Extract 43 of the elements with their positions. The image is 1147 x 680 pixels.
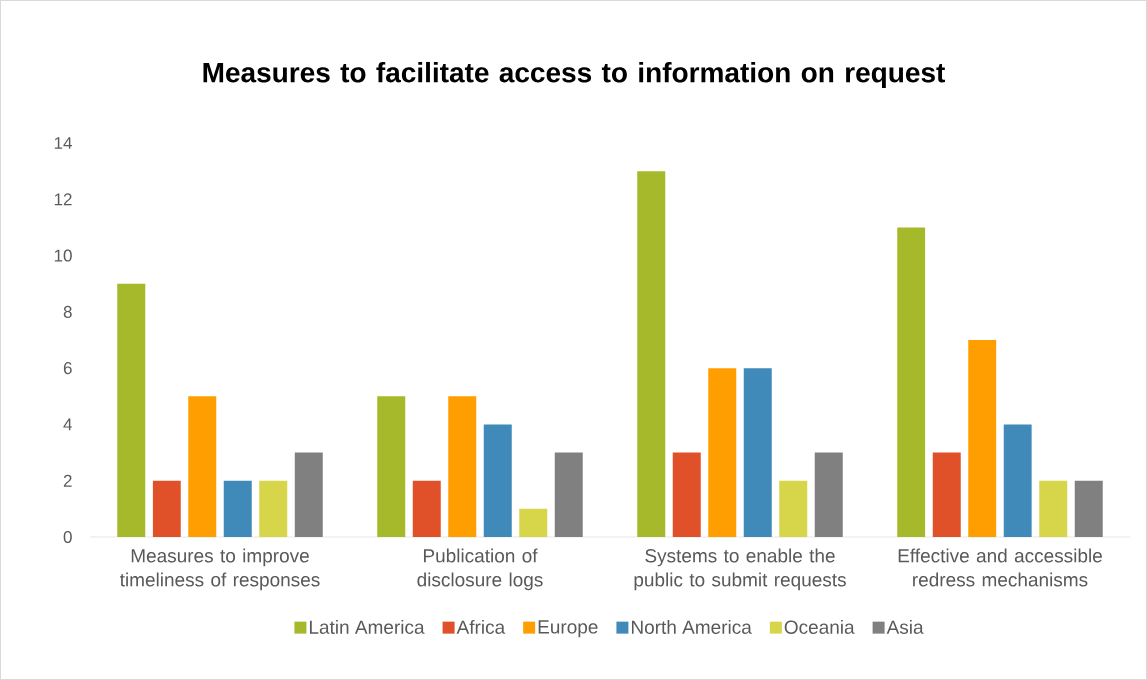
legend-label: Oceania (784, 620, 855, 634)
bar (223, 480, 252, 537)
x-tick-label: Systems to enable the public to submit requests (634, 548, 846, 591)
legend-label: North America (631, 620, 752, 634)
bar (483, 424, 512, 537)
bar (637, 171, 666, 537)
x-tick-label: Measures to improve timeliness of responses (119, 548, 320, 591)
y-tick-label: 12 (54, 193, 72, 206)
bar (448, 396, 477, 537)
bar (412, 480, 441, 537)
y-tick-label: 2 (63, 474, 72, 487)
legend-label: Europe (538, 620, 598, 638)
y-tick-label: 4 (63, 418, 72, 431)
bar (1039, 480, 1068, 537)
bar (968, 340, 997, 537)
y-tick-label: 10 (54, 249, 72, 262)
bar (897, 227, 926, 537)
bar (672, 452, 701, 537)
bar (708, 368, 737, 537)
legend-label: Asia (886, 620, 924, 634)
y-tick-label: 8 (63, 305, 72, 318)
bar (743, 368, 772, 537)
bar (377, 396, 406, 537)
x-tick-label: Effective and accessible redress mechanisms (898, 548, 1102, 587)
bar (294, 452, 323, 537)
bar (259, 480, 288, 537)
bar (152, 480, 181, 537)
bar (1074, 480, 1103, 537)
y-tick-label: 6 (63, 362, 72, 375)
legend-label: Latin America (309, 620, 425, 634)
bar (932, 452, 961, 537)
bar (188, 396, 217, 537)
legend-label: Africa (456, 620, 506, 634)
bar (117, 283, 146, 537)
bar (1003, 424, 1032, 537)
y-tick-label: 0 (63, 530, 72, 544)
chart-title: Measures to facilitate access to information on request (203, 61, 946, 89)
x-tick-label: Publication of disclosure logs (417, 548, 543, 591)
bar (779, 480, 808, 537)
bar (554, 452, 583, 537)
bar (519, 508, 548, 537)
y-tick-label: 14 (54, 137, 72, 149)
bar (814, 452, 843, 537)
